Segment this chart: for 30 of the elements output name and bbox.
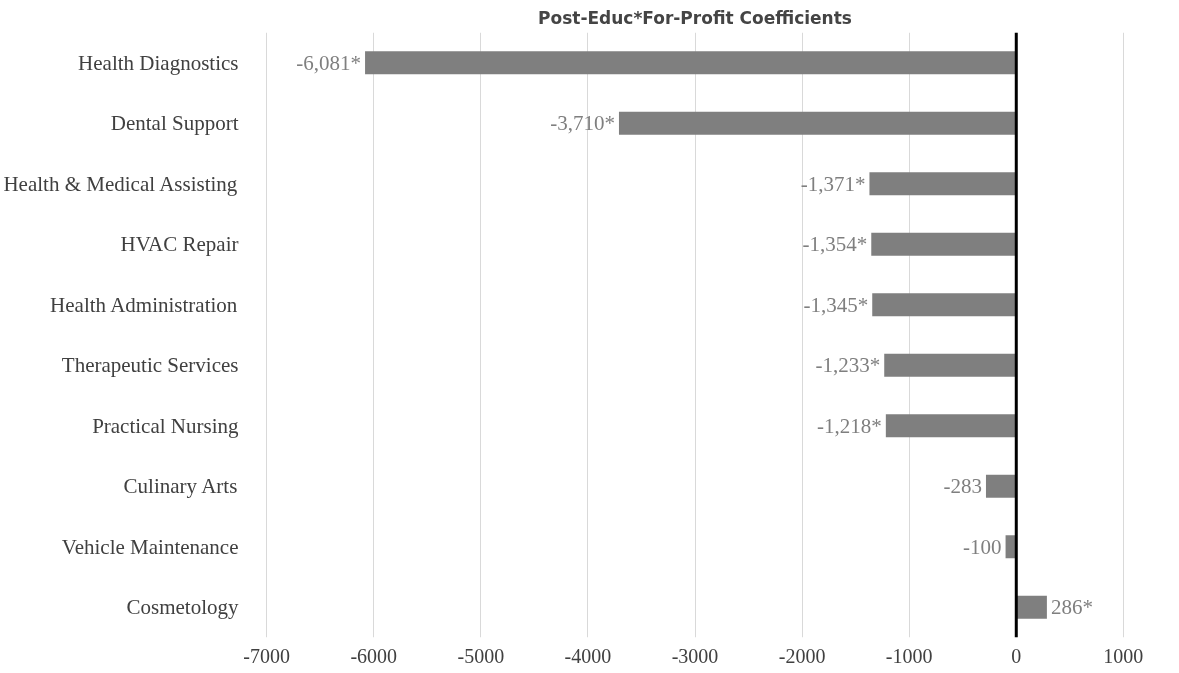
data-label: -1,233*: [815, 353, 881, 378]
data-label: -1,354*: [802, 232, 868, 257]
y-tick-label: HVAC Repair: [120, 232, 239, 257]
y-tick-label: Vehicle Maintenance: [61, 534, 239, 559]
data-label: -100: [963, 534, 1002, 559]
data-label: -1,371*: [800, 171, 866, 196]
x-tick-label: 0: [1011, 644, 1022, 667]
data-label: -283: [943, 474, 982, 499]
x-tick-label: 1000: [1103, 644, 1144, 667]
chart-title: Post-Educ*For-Profit Coefficients: [538, 7, 852, 28]
x-tick-label: -7000: [243, 644, 290, 667]
y-tick-label: Cosmetology: [126, 595, 239, 620]
x-tick-label: -4000: [564, 644, 612, 667]
y-tick-label: Dental Support: [110, 111, 239, 136]
y-tick-label: Therapeutic Services: [61, 353, 239, 378]
x-tick-label: -1000: [885, 644, 933, 667]
y-tick-label: Health Diagnostics: [78, 50, 239, 75]
y-tick-label: Health Administration: [50, 292, 238, 317]
x-tick-label: -5000: [457, 644, 505, 667]
x-tick-label: -6000: [350, 644, 398, 667]
y-tick-label: Health & Medical Assisting: [3, 171, 238, 196]
data-label: -1,345*: [803, 292, 869, 317]
y-tick-label: Practical Nursing: [92, 413, 239, 438]
x-tick-label: -2000: [778, 644, 826, 667]
data-label: -1,218*: [817, 413, 882, 438]
data-label: -6,081*: [296, 50, 362, 75]
y-tick-label: Culinary Arts: [123, 474, 238, 499]
x-tick-label: -3000: [671, 644, 719, 667]
data-label: -3,710*: [550, 111, 615, 136]
data-label: 286*: [1050, 595, 1093, 620]
